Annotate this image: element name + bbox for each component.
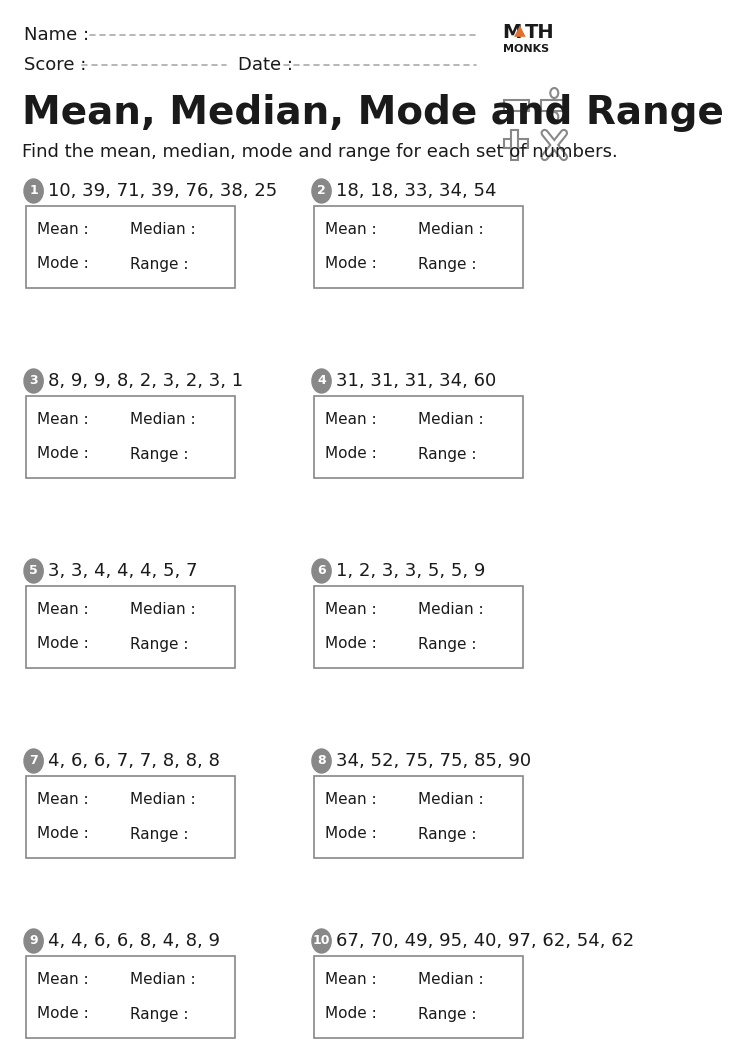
Text: Range :: Range : (131, 826, 189, 841)
FancyBboxPatch shape (314, 396, 523, 478)
Text: 67, 70, 49, 95, 40, 97, 62, 54, 62: 67, 70, 49, 95, 40, 97, 62, 54, 62 (336, 932, 634, 950)
FancyBboxPatch shape (504, 139, 528, 148)
FancyBboxPatch shape (25, 776, 235, 858)
Text: Mean :: Mean : (37, 971, 88, 987)
Text: Median :: Median : (418, 222, 484, 236)
Text: Median :: Median : (418, 602, 484, 616)
Text: 3: 3 (29, 375, 38, 387)
FancyBboxPatch shape (25, 396, 235, 478)
Text: Range :: Range : (418, 1007, 477, 1022)
Text: ▲: ▲ (514, 23, 526, 39)
Text: 5: 5 (29, 565, 38, 578)
Text: Median :: Median : (131, 971, 196, 987)
Text: Find the mean, median, mode and range for each set of numbers.: Find the mean, median, mode and range fo… (22, 143, 618, 161)
Text: 1: 1 (29, 185, 38, 197)
FancyBboxPatch shape (511, 130, 519, 160)
Circle shape (24, 369, 43, 393)
Text: 10: 10 (313, 934, 330, 947)
Text: Score :: Score : (24, 56, 86, 74)
Text: 8: 8 (318, 755, 326, 768)
Text: Median :: Median : (131, 412, 196, 426)
Circle shape (312, 559, 331, 583)
Text: 2: 2 (317, 185, 326, 197)
Text: Median :: Median : (131, 792, 196, 806)
FancyBboxPatch shape (314, 586, 523, 668)
FancyBboxPatch shape (504, 100, 530, 111)
Text: 3, 3, 4, 4, 4, 5, 7: 3, 3, 4, 4, 4, 5, 7 (48, 562, 197, 580)
Circle shape (312, 369, 331, 393)
FancyBboxPatch shape (314, 776, 523, 858)
Circle shape (24, 559, 43, 583)
Text: Mean :: Mean : (37, 412, 88, 426)
Text: TH: TH (525, 22, 554, 42)
Text: Range :: Range : (418, 446, 477, 462)
Text: Mean :: Mean : (37, 792, 88, 806)
Text: 4: 4 (317, 375, 326, 387)
Text: Mean :: Mean : (325, 792, 376, 806)
Text: 34, 52, 75, 75, 85, 90: 34, 52, 75, 75, 85, 90 (336, 752, 531, 770)
Circle shape (551, 112, 558, 122)
Circle shape (24, 178, 43, 203)
Text: Mode :: Mode : (37, 826, 88, 841)
Text: 10, 39, 71, 39, 76, 38, 25: 10, 39, 71, 39, 76, 38, 25 (48, 182, 278, 200)
Text: Mean :: Mean : (325, 971, 376, 987)
Circle shape (312, 929, 331, 953)
Text: 1, 2, 3, 3, 5, 5, 9: 1, 2, 3, 3, 5, 5, 9 (336, 562, 485, 580)
FancyBboxPatch shape (314, 956, 523, 1038)
Text: Mode :: Mode : (37, 256, 88, 272)
Text: Name :: Name : (24, 26, 89, 44)
Text: Median :: Median : (418, 971, 484, 987)
Text: 6: 6 (318, 565, 326, 578)
Text: Mode :: Mode : (325, 1007, 376, 1022)
Text: Mean :: Mean : (325, 222, 376, 236)
Text: Median :: Median : (418, 792, 484, 806)
Text: 4, 6, 6, 7, 7, 8, 8, 8: 4, 6, 6, 7, 7, 8, 8, 8 (48, 752, 220, 770)
Text: Mode :: Mode : (325, 256, 376, 272)
Text: 7: 7 (29, 755, 38, 768)
Text: Range :: Range : (418, 826, 477, 841)
Text: Mean :: Mean : (37, 602, 88, 616)
Text: 31, 31, 31, 34, 60: 31, 31, 31, 34, 60 (336, 372, 496, 390)
Text: Mode :: Mode : (37, 636, 88, 651)
Text: 8, 9, 9, 8, 2, 3, 2, 3, 1: 8, 9, 9, 8, 2, 3, 2, 3, 1 (48, 372, 243, 390)
Circle shape (551, 88, 558, 98)
Text: Mean :: Mean : (37, 222, 88, 236)
Text: Mean :: Mean : (325, 412, 376, 426)
Text: Date :: Date : (237, 56, 292, 74)
Text: Range :: Range : (131, 636, 189, 651)
Text: 18, 18, 33, 34, 54: 18, 18, 33, 34, 54 (336, 182, 496, 200)
Text: Range :: Range : (131, 446, 189, 462)
Text: M: M (502, 22, 522, 42)
Circle shape (24, 749, 43, 773)
Text: Mode :: Mode : (325, 826, 376, 841)
Circle shape (312, 178, 331, 203)
Text: Mode :: Mode : (37, 446, 88, 462)
Text: Range :: Range : (131, 256, 189, 272)
Circle shape (312, 749, 331, 773)
Text: Median :: Median : (131, 602, 196, 616)
Text: Mean, Median, Mode and Range: Mean, Median, Mode and Range (22, 94, 724, 132)
Text: Mean :: Mean : (325, 602, 376, 616)
FancyBboxPatch shape (314, 206, 523, 288)
Text: MONKS: MONKS (503, 44, 549, 54)
Text: Mode :: Mode : (325, 446, 376, 462)
Text: Range :: Range : (418, 256, 477, 272)
Text: 4, 4, 6, 6, 8, 4, 8, 9: 4, 4, 6, 6, 8, 4, 8, 9 (48, 932, 220, 950)
Text: Median :: Median : (131, 222, 196, 236)
Text: Mode :: Mode : (325, 636, 376, 651)
Text: Mode :: Mode : (37, 1007, 88, 1022)
FancyBboxPatch shape (25, 206, 235, 288)
Text: Range :: Range : (418, 636, 477, 651)
Text: Median :: Median : (418, 412, 484, 426)
FancyBboxPatch shape (25, 586, 235, 668)
Text: Range :: Range : (131, 1007, 189, 1022)
Text: 9: 9 (29, 934, 38, 947)
FancyBboxPatch shape (25, 956, 235, 1038)
FancyBboxPatch shape (542, 100, 567, 111)
Circle shape (24, 929, 43, 953)
